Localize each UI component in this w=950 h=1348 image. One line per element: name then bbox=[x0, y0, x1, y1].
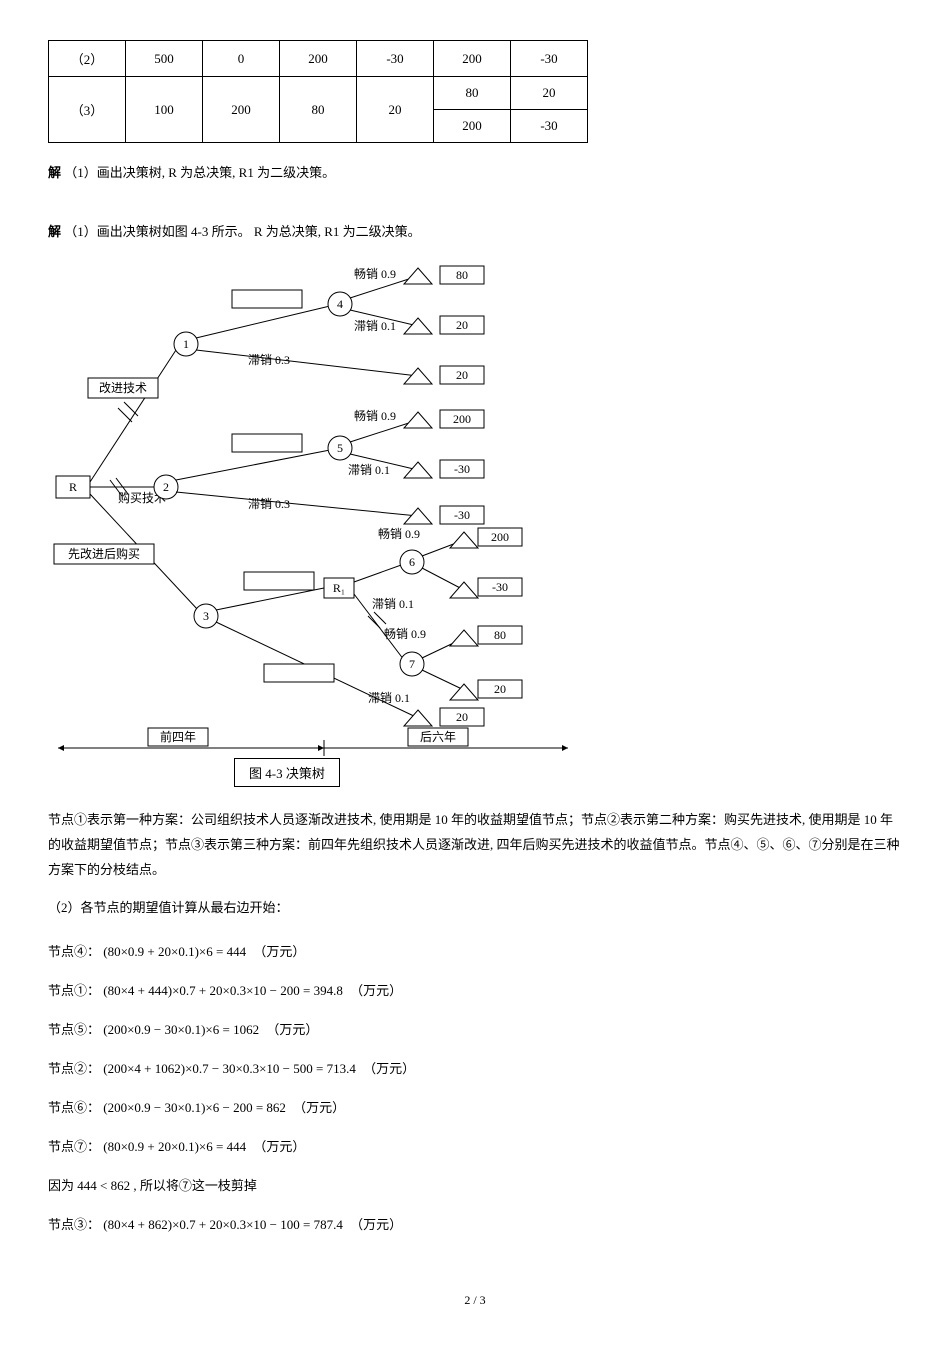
svg-text:200: 200 bbox=[491, 530, 509, 544]
svg-text:R: R bbox=[69, 480, 77, 494]
calc-label: 节点②： bbox=[48, 1061, 100, 1076]
step2-intro: （2）各节点的期望值计算从最右边开始： bbox=[48, 896, 902, 921]
svg-text:-30: -30 bbox=[454, 462, 470, 476]
calc-unit: （万元） bbox=[350, 983, 402, 998]
solution-line-1: 解 （1）画出决策树, R 为总决策, R1 为二级决策。 bbox=[48, 161, 902, 186]
svg-text:后六年: 后六年 bbox=[420, 730, 456, 744]
svg-text:畅销 0.9: 畅销 0.9 bbox=[354, 267, 396, 281]
calc-node-5: 节点⑤： (200×0.9 − 30×0.1)×6 = 1062 （万元） bbox=[48, 1019, 902, 1038]
svg-text:滞销 0.1: 滞销 0.1 bbox=[354, 319, 396, 333]
data-table: （2） 500 0 200 -30 200 -30 （3） 100 200 80… bbox=[48, 40, 588, 143]
calc-formula: (80×4 + 444)×0.7 + 20×0.3×10 − 200 = 394… bbox=[103, 983, 343, 998]
cell: （2） bbox=[49, 41, 126, 77]
calc-formula: (200×4 + 1062)×0.7 − 30×0.3×10 − 500 = 7… bbox=[103, 1061, 356, 1076]
calc-label: 节点⑦： bbox=[48, 1139, 100, 1154]
calc-unit: （万元） bbox=[363, 1061, 415, 1076]
calc-label: 节点①： bbox=[48, 983, 100, 998]
svg-text:畅销 0.9: 畅销 0.9 bbox=[378, 527, 420, 541]
cell: 200 bbox=[434, 110, 511, 143]
calc-formula: (80×0.9 + 20×0.1)×6 = 444 bbox=[103, 1139, 246, 1154]
svg-text:滞销 0.1: 滞销 0.1 bbox=[368, 691, 410, 705]
diagram-explanation: 节点①表示第一种方案：公司组织技术人员逐渐改进技术, 使用期是 10 年的收益期… bbox=[48, 808, 902, 882]
svg-text:20: 20 bbox=[494, 682, 506, 696]
solution-text: （1）画出决策树如图 4-3 所示。 R 为总决策, R1 为二级决策。 bbox=[64, 224, 420, 239]
svg-text:先改进后购买: 先改进后购买 bbox=[68, 546, 140, 561]
calc-unit: （万元） bbox=[293, 1100, 345, 1115]
cell: 0 bbox=[203, 41, 280, 77]
calc-node-2: 节点②： (200×4 + 1062)×0.7 − 30×0.3×10 − 50… bbox=[48, 1058, 902, 1077]
solution-label: 解 bbox=[48, 224, 61, 239]
calc-formula: (200×0.9 − 30×0.1)×6 − 200 = 862 bbox=[103, 1100, 286, 1115]
svg-text:1: 1 bbox=[183, 337, 189, 351]
calc-formula: (80×4 + 862)×0.7 + 20×0.3×10 − 100 = 787… bbox=[103, 1217, 343, 1232]
calc-label: 节点③： bbox=[48, 1217, 100, 1232]
calc-unit: （万元） bbox=[253, 1139, 305, 1154]
svg-text:滞销 0.3: 滞销 0.3 bbox=[248, 353, 290, 367]
svg-text:80: 80 bbox=[494, 628, 506, 642]
solution-line-2: 解 （1）画出决策树如图 4-3 所示。 R 为总决策, R1 为二级决策。 bbox=[48, 220, 902, 245]
cell: 200 bbox=[434, 41, 511, 77]
solution-text: （1）画出决策树, R 为总决策, R1 为二级决策。 bbox=[64, 165, 335, 180]
svg-text:畅销 0.9: 畅销 0.9 bbox=[384, 627, 426, 641]
svg-text:20: 20 bbox=[456, 318, 468, 332]
svg-text:7: 7 bbox=[409, 657, 415, 671]
cell: 200 bbox=[280, 41, 357, 77]
svg-text:200: 200 bbox=[453, 412, 471, 426]
cell: 20 bbox=[357, 77, 434, 143]
diagram-caption: 图 4-3 决策树 bbox=[234, 758, 340, 787]
cell: 80 bbox=[280, 77, 357, 143]
table-row: （2） 500 0 200 -30 200 -30 bbox=[49, 41, 588, 77]
calc-node-3: 节点③： (80×4 + 862)×0.7 + 20×0.3×10 − 100 … bbox=[48, 1214, 902, 1233]
svg-text:-30: -30 bbox=[454, 508, 470, 522]
calc-node-4: 节点④： (80×0.9 + 20×0.1)×6 = 444 （万元） bbox=[48, 941, 902, 960]
calc-formula: (200×0.9 − 30×0.1)×6 = 1062 bbox=[103, 1022, 259, 1037]
svg-text:2: 2 bbox=[163, 480, 169, 494]
svg-text:6: 6 bbox=[409, 555, 415, 569]
calc-label: 节点④： bbox=[48, 944, 100, 959]
calc-formula: (80×0.9 + 20×0.1)×6 = 444 bbox=[103, 944, 246, 959]
svg-text:80: 80 bbox=[456, 268, 468, 282]
cell: 200 bbox=[203, 77, 280, 143]
cell: -30 bbox=[511, 110, 588, 143]
svg-text:-30: -30 bbox=[492, 580, 508, 594]
cell: （3） bbox=[49, 77, 126, 143]
table-row: （3） 100 200 80 20 80 20 bbox=[49, 77, 588, 110]
cell: 100 bbox=[126, 77, 203, 143]
svg-text:滞销 0.1: 滞销 0.1 bbox=[372, 597, 414, 611]
svg-text:改进技术: 改进技术 bbox=[99, 381, 147, 395]
solution-label: 解 bbox=[48, 165, 61, 180]
cell: -30 bbox=[511, 41, 588, 77]
svg-text:5: 5 bbox=[337, 441, 343, 455]
calc-node-1: 节点①： (80×4 + 444)×0.7 + 20×0.3×10 − 200 … bbox=[48, 980, 902, 999]
svg-text:20: 20 bbox=[456, 368, 468, 382]
decision-tree-svg: R 改进技术 购买技术 先改进后购买 1 2 3 畅销 0.7 滞销 0.3 4… bbox=[48, 258, 608, 798]
cell: 500 bbox=[126, 41, 203, 77]
svg-text:前四年: 前四年 bbox=[160, 729, 196, 744]
svg-text:20: 20 bbox=[456, 710, 468, 724]
calc-unit: （万元） bbox=[253, 944, 305, 959]
svg-text:4: 4 bbox=[337, 297, 343, 311]
calc-unit: （万元） bbox=[266, 1022, 318, 1037]
calc-unit: （万元） bbox=[350, 1217, 402, 1232]
decision-tree-diagram: R 改进技术 购买技术 先改进后购买 1 2 3 畅销 0.7 滞销 0.3 4… bbox=[48, 258, 902, 802]
svg-text:畅销 0.9: 畅销 0.9 bbox=[354, 409, 396, 423]
calc-node-6: 节点⑥： (200×0.9 − 30×0.1)×6 − 200 = 862 （万… bbox=[48, 1097, 902, 1116]
cell: 80 bbox=[434, 77, 511, 110]
svg-text:滞销 0.1: 滞销 0.1 bbox=[348, 463, 390, 477]
cell: -30 bbox=[357, 41, 434, 77]
svg-text:R₁: R₁ bbox=[333, 581, 345, 595]
prune-line: 因为 444 < 862 , 所以将⑦这一枝剪掉 bbox=[48, 1175, 902, 1194]
calc-label: 节点⑤： bbox=[48, 1022, 100, 1037]
svg-text:滞销 0.3: 滞销 0.3 bbox=[248, 497, 290, 511]
calc-label: 节点⑥： bbox=[48, 1100, 100, 1115]
calc-node-7: 节点⑦： (80×0.9 + 20×0.1)×6 = 444 （万元） bbox=[48, 1136, 902, 1155]
cell: 20 bbox=[511, 77, 588, 110]
svg-text:3: 3 bbox=[203, 609, 209, 623]
page-footer: 2 / 3 bbox=[48, 1293, 902, 1308]
